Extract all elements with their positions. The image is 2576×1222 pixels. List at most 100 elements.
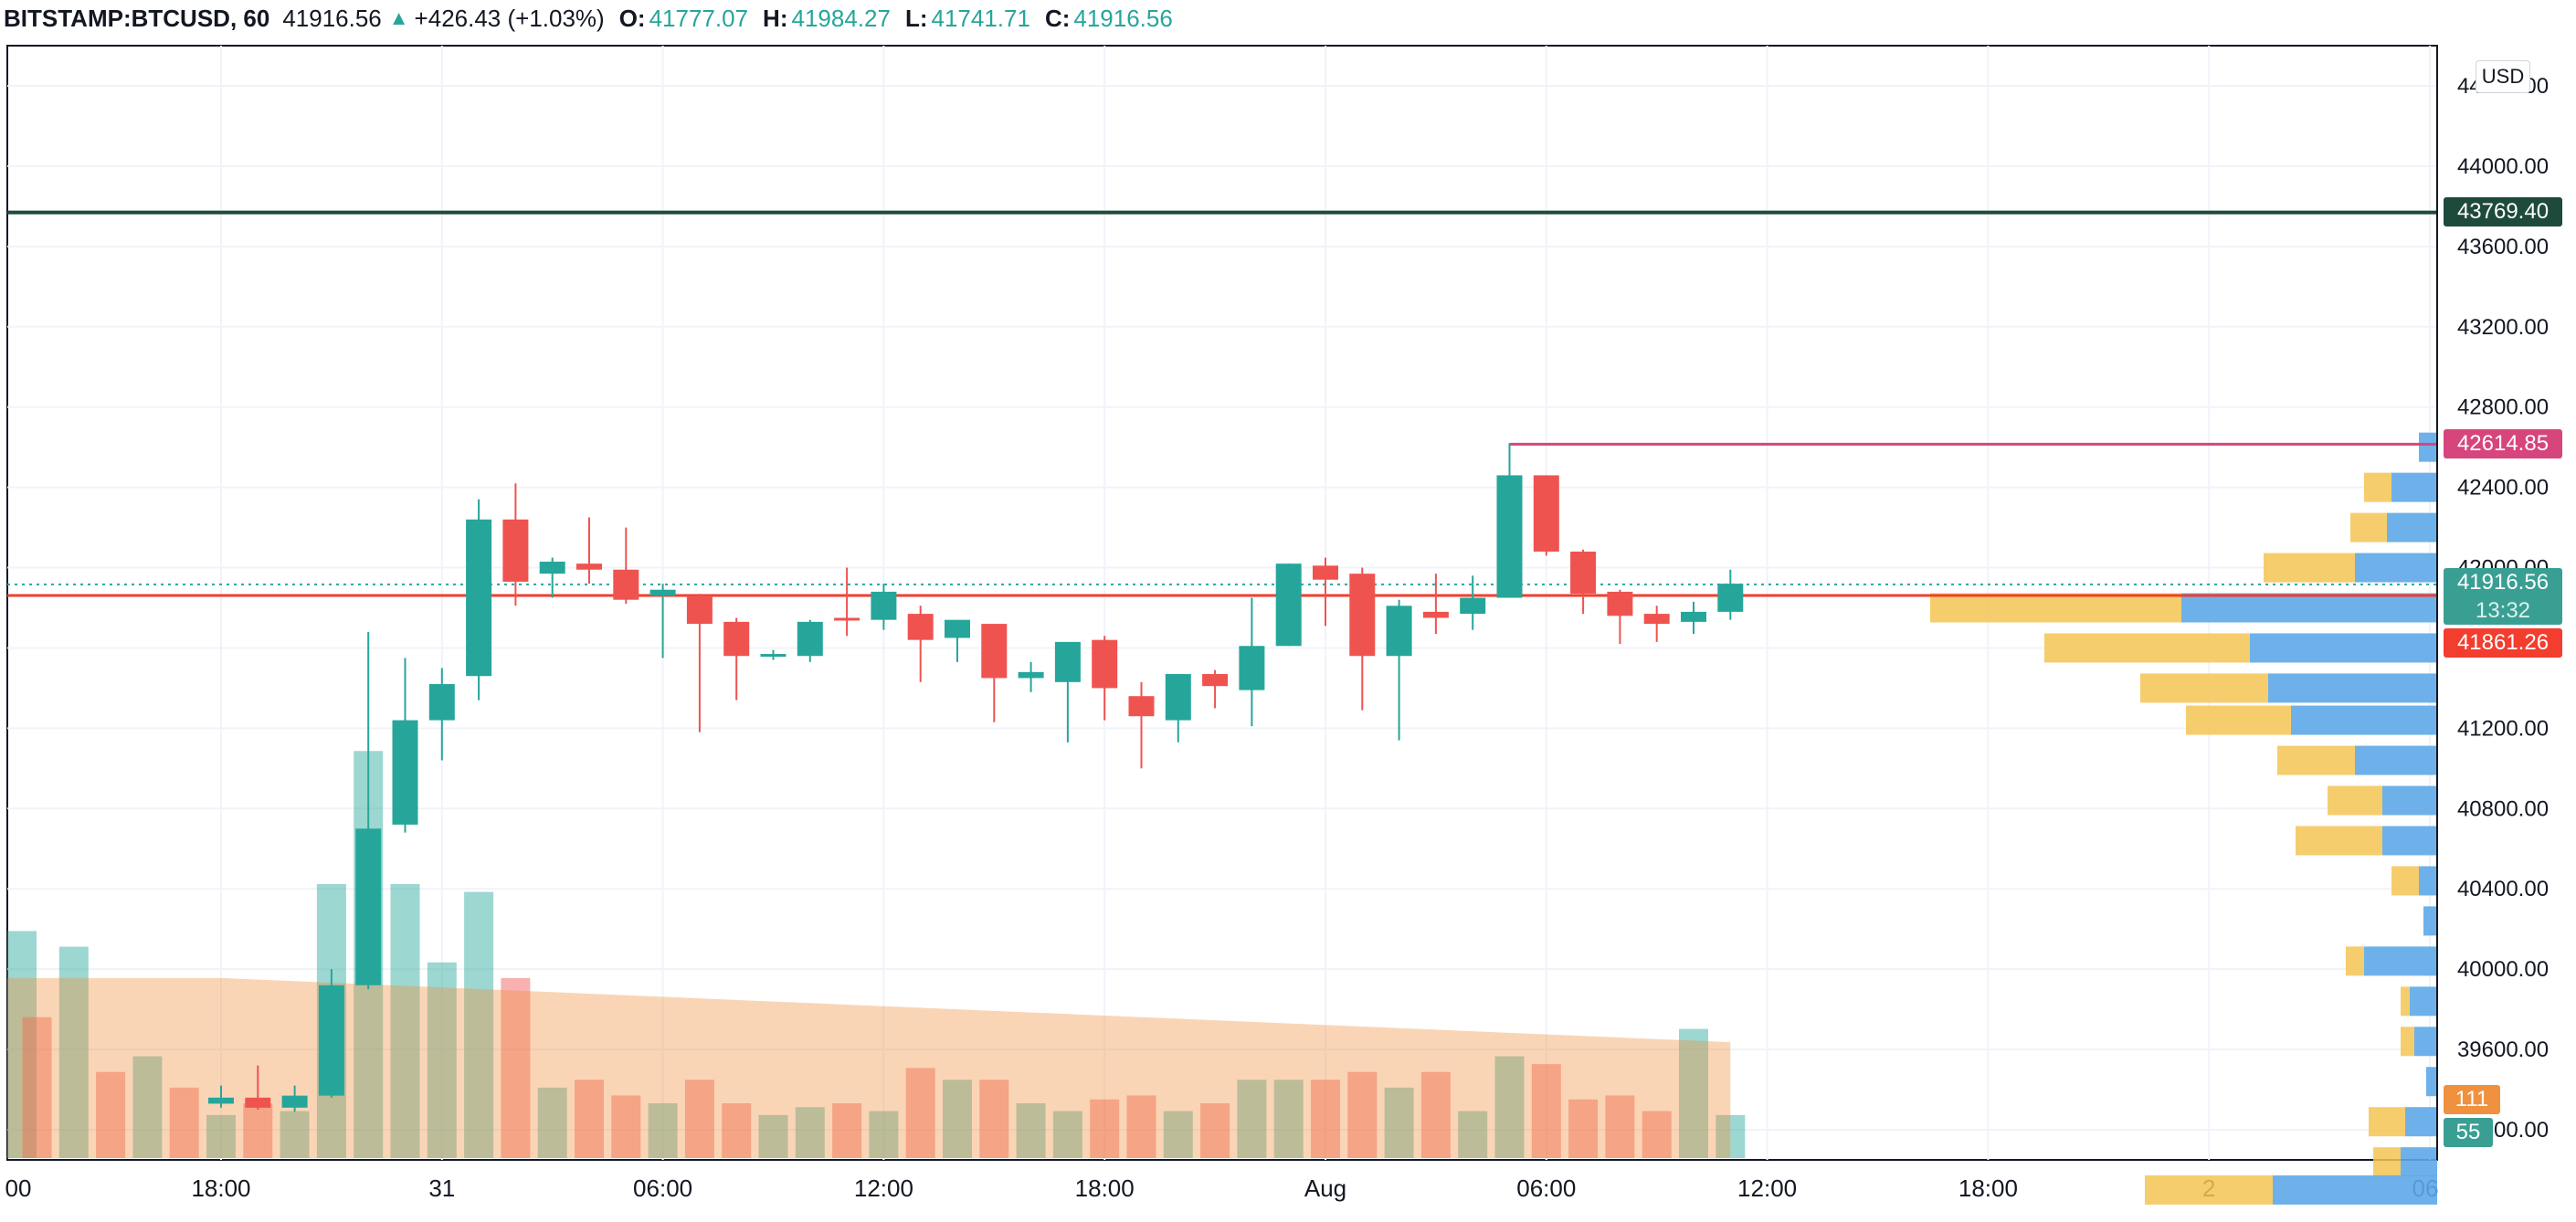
volume-profile-sell [2426, 1067, 2437, 1097]
candle-body [1496, 475, 1523, 598]
candle-body [1422, 611, 1449, 618]
last-price-badge-value: 41916.56 [2456, 570, 2550, 595]
candle-body [834, 617, 860, 621]
y-tick-label: 42400.00 [2457, 476, 2549, 500]
volume-bar [943, 1080, 972, 1158]
candle-body [1239, 646, 1265, 690]
candle-body [649, 589, 676, 596]
y-tick-label: 40400.00 [2457, 877, 2549, 901]
x-tick-label: 18:00 [1958, 1175, 2018, 1202]
open-value: 41777.07 [649, 4, 749, 32]
candle-body [245, 1097, 271, 1108]
volume-profile-sell [2401, 1147, 2437, 1177]
volume-bar [722, 1103, 752, 1158]
volume-bar [1384, 1087, 1414, 1158]
high-value: 41984.27 [791, 4, 891, 32]
volume-bar [1163, 1111, 1193, 1158]
last-price: 41916.56 [282, 4, 382, 32]
y-tick-label: 41200.00 [2457, 716, 2549, 741]
volume-bar [96, 1071, 126, 1158]
symbol-title[interactable]: BITSTAMP:BTCUSD, 60 [4, 4, 270, 32]
volume-profile-sell [2273, 1175, 2437, 1205]
candle-body [1202, 674, 1229, 687]
volume-profile-sell [2410, 986, 2437, 1017]
volume-bar [1458, 1111, 1488, 1158]
y-tick-label: 40800.00 [2457, 796, 2549, 821]
high-price-badge: 42614.85 [2444, 429, 2562, 458]
candle-body [613, 569, 639, 600]
volume-profile-buy [2277, 745, 2355, 775]
candle-body [392, 720, 418, 825]
open-label: O: [618, 4, 646, 32]
volume-bar [795, 1107, 825, 1158]
close-label: C: [1044, 4, 1071, 32]
x-tick-label: 00 [5, 1175, 32, 1202]
volume-bar [22, 1017, 52, 1158]
volume-profile-buy [2186, 705, 2291, 735]
resistance-price-badge: 43769.40 [2444, 197, 2562, 226]
candle-body [1570, 551, 1597, 595]
candle-body [281, 1095, 308, 1108]
x-tick-label: 18:00 [1075, 1175, 1135, 1202]
volume-profile-sell [2414, 1027, 2437, 1057]
volume-bar [684, 1080, 714, 1158]
y-tick-label: 39600.00 [2457, 1038, 2549, 1062]
volume-profile-buy [2369, 1107, 2405, 1137]
price-change: +426.43 (+1.03%) [414, 4, 605, 32]
volume-profile-buy [2044, 633, 2250, 663]
volume-bar [1273, 1080, 1304, 1158]
volume-sma-area [7, 977, 1731, 1158]
volume-profile-buy [2140, 673, 2268, 703]
candle-body [1018, 671, 1044, 679]
y-tick-label: 44000.00 [2457, 154, 2549, 179]
volume-profile-sell [2382, 826, 2437, 856]
candle-body [981, 624, 1008, 679]
volume-bar [1237, 1080, 1267, 1158]
volume-bar [1679, 1028, 1708, 1158]
candle-body [907, 614, 934, 640]
volume-profile-sell [2391, 472, 2437, 502]
volume-profile-buy [2264, 553, 2355, 583]
currency-button[interactable]: USD [2476, 60, 2530, 93]
candle-body [1386, 606, 1412, 657]
volume-profile-sell [2387, 512, 2437, 543]
volume-bar [1200, 1103, 1230, 1158]
volume-bar [832, 1103, 862, 1158]
volume-bar [1494, 1056, 1525, 1158]
volume-bar [648, 1103, 678, 1158]
volume-profile-sell [2382, 785, 2437, 816]
high-label: H: [763, 4, 788, 32]
candle-body [945, 619, 970, 638]
volume-profile-buy [2296, 826, 2382, 856]
candle-body [466, 519, 492, 677]
candle-body [1533, 475, 1559, 552]
candle-body [797, 621, 823, 657]
volume-bar [1605, 1095, 1635, 1158]
candle-body [1128, 696, 1155, 717]
volume-bar [1090, 1099, 1120, 1158]
volume-profile-buy [2391, 866, 2419, 896]
volume-bar [1311, 1080, 1340, 1158]
volume-profile-sell [2291, 705, 2437, 735]
volume-profile-sell [2268, 673, 2437, 703]
volume-bar [7, 931, 37, 1158]
volume-bar [390, 884, 420, 1158]
volume-bar [58, 946, 89, 1158]
volume-bar [464, 891, 494, 1158]
candle-body [539, 561, 565, 574]
volume-bar [1531, 1064, 1561, 1158]
volume-bar [979, 1080, 1009, 1158]
volume-profile-sell [2355, 745, 2437, 775]
candle-body [502, 519, 529, 582]
volume-profile-sell [2364, 946, 2437, 976]
volume-profile-buy [2346, 946, 2364, 976]
candle-body [208, 1097, 234, 1104]
volume-bar [427, 962, 457, 1158]
last-price-badge: 41916.56 13:32 [2444, 568, 2562, 625]
volume-bar [1642, 1111, 1672, 1158]
volume-bar [501, 977, 531, 1158]
volume-bar [206, 1114, 236, 1158]
candle-body [318, 985, 344, 1096]
volume-bar [1568, 1099, 1599, 1158]
